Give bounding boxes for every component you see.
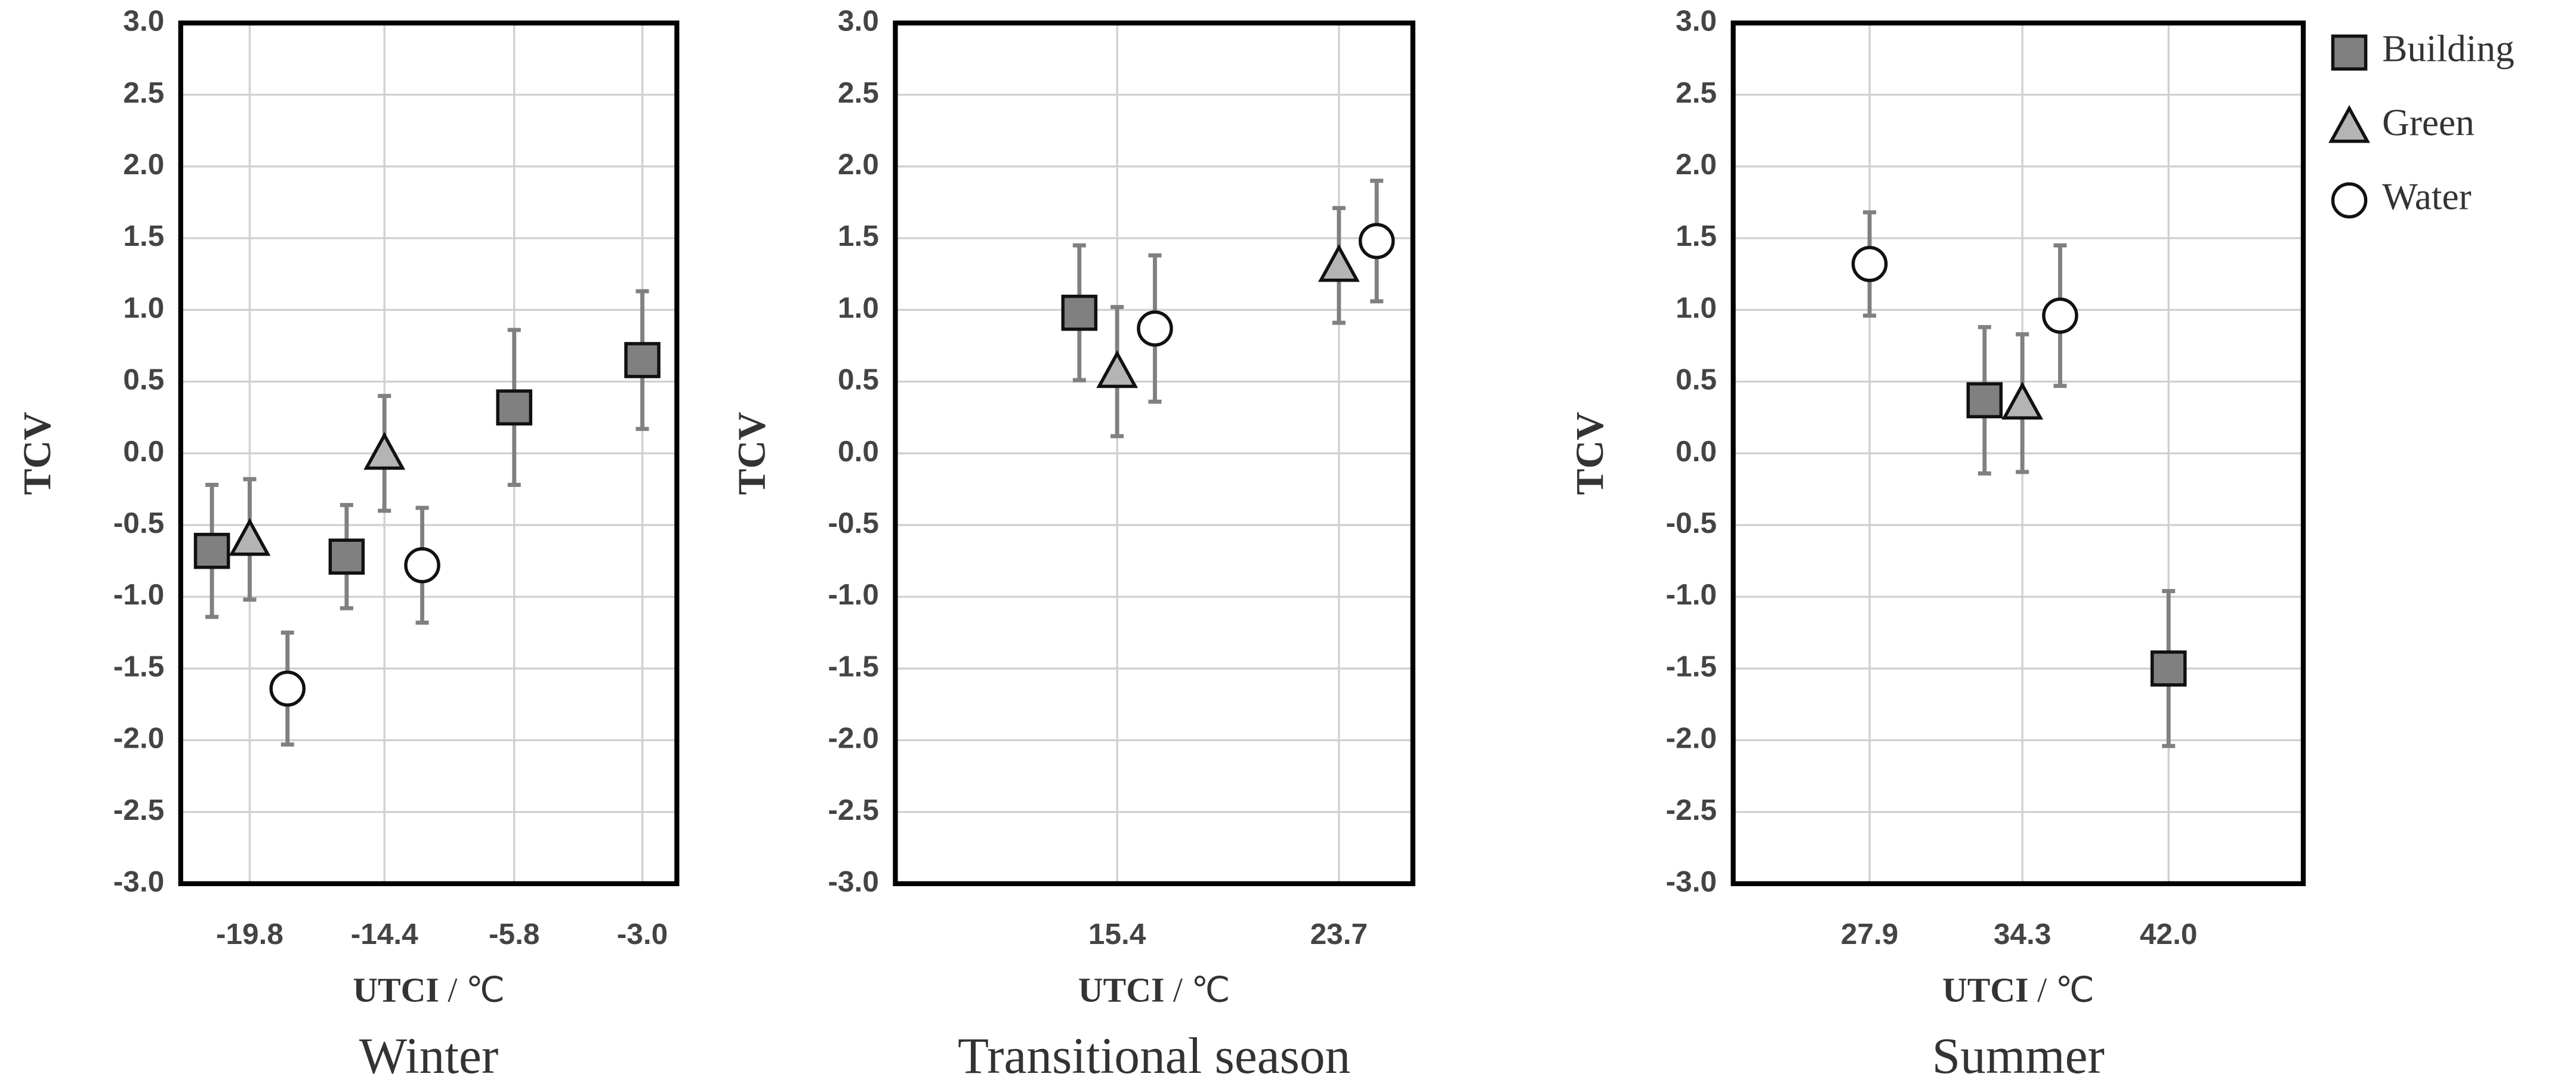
y-tick-label: 1.5 (123, 219, 164, 252)
y-tick-label: 1.5 (838, 219, 879, 252)
marker-triangle (363, 431, 406, 470)
y-tick-label: 2.0 (1676, 147, 1717, 181)
y-tick-label: -1.5 (828, 649, 879, 683)
marker-square (193, 532, 230, 569)
marker-square (1061, 294, 1098, 331)
marker-square (2331, 34, 2368, 71)
x-tick-label: -19.8 (216, 917, 283, 951)
y-tick-label: -0.5 (828, 506, 879, 539)
y-axis-label: TCV (1568, 412, 1612, 495)
y-tick-label: 1.5 (1676, 219, 1717, 252)
marker-square (624, 342, 661, 378)
y-tick-label: 0.0 (123, 434, 164, 468)
x-axis-label-part: UTCI (1942, 971, 2029, 1010)
y-tick-label: -1.0 (828, 578, 879, 611)
marker-circle (2331, 182, 2368, 219)
x-axis-label: UTCI / ℃ (1078, 971, 1230, 1010)
x-tick-label: -5.8 (489, 917, 539, 951)
y-tick-label: 1.0 (838, 291, 879, 324)
x-tick-label: 42.0 (2140, 917, 2197, 951)
y-tick-label: 2.0 (123, 147, 164, 181)
x-axis-label-part: / ℃ (439, 971, 505, 1010)
y-tick-label: -1.0 (113, 578, 164, 611)
y-tick-label: 0.5 (1676, 363, 1717, 396)
y-tick-label: -3.0 (1666, 865, 1717, 898)
y-tick-label: 3.0 (1676, 4, 1717, 38)
x-tick-label: 15.4 (1088, 917, 1146, 951)
y-tick-label: -1.5 (113, 649, 164, 683)
legend-label: Water (2382, 175, 2472, 217)
x-axis-label: UTCI / ℃ (1942, 971, 2094, 1010)
marker-circle (1358, 223, 1395, 260)
x-axis-label-part: / ℃ (1164, 971, 1230, 1010)
marker-triangle (1318, 243, 1360, 282)
y-tick-label: 2.5 (838, 76, 879, 109)
marker-square (1966, 382, 2003, 419)
x-axis-label-part: / ℃ (2029, 971, 2094, 1010)
y-tick-label: -3.0 (828, 865, 879, 898)
panel-title: Winter (359, 1028, 499, 1084)
y-tick-label: 0.5 (123, 363, 164, 396)
marker-triangle (1096, 350, 1139, 388)
y-tick-label: 0.5 (838, 363, 879, 396)
marker-square (496, 389, 533, 426)
x-tick-label: 23.7 (1310, 917, 1368, 951)
y-tick-label: -2.5 (1666, 793, 1717, 826)
y-tick-label: -2.0 (113, 721, 164, 755)
y-tick-label: 2.0 (838, 147, 879, 181)
marker-triangle (2328, 104, 2371, 143)
marker-circle (1137, 310, 1173, 347)
x-axis-label-part: UTCI (353, 971, 439, 1010)
marker-circle (1851, 246, 1888, 282)
legend-label: Green (2382, 101, 2475, 143)
panel: -3.0 -2.5 -2.0 -1.5 -1.0 -0.5 0.0 0.5 1.0 1.5 2.0 2… (16, 4, 680, 1084)
marker-square (328, 538, 365, 575)
y-tick-label: -2.0 (1666, 721, 1717, 755)
plot-frame (1730, 20, 2306, 887)
y-tick-label: -1.5 (1666, 649, 1717, 683)
y-tick-label: -2.5 (113, 793, 164, 826)
y-axis-label: TCV (16, 412, 59, 495)
panel: -3.0 -2.5 -2.0 -1.5 -1.0 -0.5 0.0 0.5 1.0 1.5 2.0 2… (730, 4, 1415, 1084)
y-axis-label: TCV (730, 412, 774, 495)
y-tick-label: -1.0 (1666, 578, 1717, 611)
plot-frame (178, 20, 680, 887)
y-tick-label: 3.0 (123, 4, 164, 38)
marker-circle (404, 547, 440, 584)
panel: -3.0 -2.5 -2.0 -1.5 -1.0 -0.5 0.0 0.5 1.0 1.5 2.0 2… (1568, 4, 2306, 1084)
x-tick-label: -3.0 (617, 917, 668, 951)
marker-triangle (229, 517, 271, 556)
plot-frame (893, 20, 1415, 887)
y-tick-label: 0.0 (838, 434, 879, 468)
y-tick-label: 1.0 (123, 291, 164, 324)
legend: Building Green Water (2328, 28, 2515, 219)
x-tick-label: 27.9 (1841, 917, 1898, 951)
y-tick-label: -0.5 (113, 506, 164, 539)
y-tick-label: 1.0 (1676, 291, 1717, 324)
y-tick-label: -2.0 (828, 721, 879, 755)
x-axis-label-part: UTCI (1078, 971, 1165, 1010)
marker-square (2150, 650, 2187, 687)
marker-triangle (2001, 381, 2044, 420)
panel-title: Summer (1932, 1028, 2105, 1084)
x-tick-label: 34.3 (1994, 917, 2051, 951)
legend-label: Building (2382, 28, 2515, 70)
marker-circle (2042, 297, 2078, 334)
x-tick-label: -14.4 (351, 917, 418, 951)
panel-title: Transitional season (958, 1028, 1350, 1084)
y-tick-label: -0.5 (1666, 506, 1717, 539)
x-axis-label: UTCI / ℃ (353, 971, 504, 1010)
y-tick-label: 2.5 (123, 76, 164, 109)
y-tick-label: -3.0 (113, 865, 164, 898)
y-tick-label: 0.0 (1676, 434, 1717, 468)
marker-circle (269, 670, 306, 707)
y-tick-label: 3.0 (838, 4, 879, 38)
y-tick-label: 2.5 (1676, 76, 1717, 109)
y-tick-label: -2.5 (828, 793, 879, 826)
